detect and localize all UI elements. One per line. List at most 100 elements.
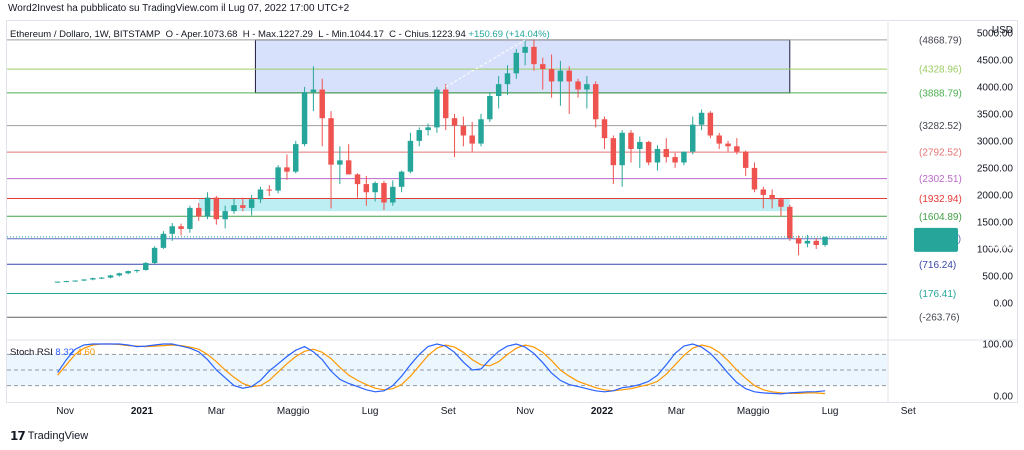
candle-body [178,226,184,229]
last-price-tag [914,227,958,252]
candle-body [381,183,387,203]
y-tick-label: 1500.00 [977,217,1014,228]
candle-body [81,279,87,281]
candle-body [531,46,537,65]
y-tick-label: 500.00 [982,271,1013,282]
candle-body [822,236,828,245]
candle-body [407,140,414,172]
candle-body [160,233,167,248]
candle-body [354,174,361,185]
tradingview-logo-icon: 𝟭𝟳 [10,429,26,443]
ohlc-change: +150.69 (+14.04%) [468,29,550,40]
x-tick-label: Set [901,406,916,417]
symbol-name[interactable]: Ethereum / Dollaro, 1W, BITSTAMP [10,29,161,40]
y-tick-label: 2000.00 [977,190,1014,201]
candle-body [787,206,793,239]
level-label: (1932.94) [919,194,962,205]
level-label: (3888.79) [919,88,962,99]
ohlc-low: L - Min.1044.17 [318,29,384,40]
candle-body [310,89,317,93]
level-label: (-263.76) [919,313,960,324]
candle-body [575,81,581,90]
y-tick-label: 3500.00 [977,109,1014,120]
level-label: (716.24) [919,260,956,271]
candle-body [548,69,555,82]
candle-body [442,89,449,119]
trend-connector [445,39,526,88]
candle-body [240,205,246,208]
candle-body [195,207,202,217]
candle-body [760,189,767,195]
candle-body [319,89,325,119]
candle-body [557,70,564,82]
x-tick-label: 2021 [131,406,154,417]
x-tick-label: Mar [208,406,226,417]
candle-body [54,281,61,283]
candle-body [698,112,705,125]
symbol-legend: Ethereum / Dollaro, 1W, BITSTAMP O - Ape… [10,29,550,40]
candle-body [372,183,378,193]
candle-body [778,199,784,207]
y-tick-label: 1000.00 [977,244,1014,255]
stoch-rsi-y-tick: 0.00 [994,392,1014,403]
candle-body [690,124,696,152]
candle-body [707,112,714,136]
candle-body [337,160,343,165]
stoch-rsi-y-tick: 100.00 [982,340,1013,351]
x-tick-label: Maggio [737,406,770,417]
candle-body [248,199,255,208]
stoch-rsi-legend[interactable]: Stoch RSI 8.32 4.60 [10,347,95,358]
stoch-rsi-k-value: 8.32 [55,347,74,358]
y-tick-label: 3000.00 [977,136,1014,147]
tradingview-brand[interactable]: 𝟭𝟳 TradingView [10,429,88,443]
candle-body [460,125,467,136]
ohlc-high: H - Max.1227.29 [242,29,313,40]
y-tick-label: 4000.00 [977,82,1014,93]
stoch-rsi-d-line [57,343,826,395]
candle-body [134,270,140,272]
candle-body [151,247,158,263]
last-price-countdown: 3d 9h [988,241,1013,252]
level-label: (1604.89) [919,212,962,223]
ohlc-open: O - Aper.1073.68 [165,29,238,40]
candle-body [107,275,114,278]
candle-body [116,273,123,276]
candle-body [522,46,528,53]
candle-body [284,167,290,172]
candle-body [451,118,458,126]
x-tick-label: Mar [668,406,686,417]
candle-body [725,143,731,147]
candle-body [681,151,687,163]
candle-body [328,118,334,165]
x-tick-label: Maggio [277,406,310,417]
candle-body [425,127,431,131]
candle-body [540,64,546,70]
candle-body [222,211,228,220]
candle-body [293,144,299,172]
candle-body [742,151,749,168]
candle-body [72,280,78,282]
x-tick-label: 2022 [591,406,614,417]
level-label: (2792.52) [919,148,962,159]
candle-body [804,240,811,244]
published-by-header: Word2Invest ha pubblicato su TradingView… [8,3,350,14]
candle-body [416,130,422,141]
level-label: (3282.52) [919,121,962,132]
y-tick-label: 4500.00 [977,55,1014,66]
level-label: (4868.79) [919,35,962,46]
candle-body [469,135,475,144]
x-tick-label: Set [441,406,456,417]
x-tick-label: Nov [516,406,534,417]
candle-body [434,89,440,128]
candle-body [813,240,819,245]
stoch-rsi-band-fill [7,354,887,386]
x-tick-label: Lug [822,406,839,417]
candle-body [734,146,740,152]
level-label: (4328.96) [919,65,962,76]
y-tick-label: 0.00 [994,298,1014,309]
zone-box-1 [198,198,790,212]
x-tick-label: Nov [56,406,74,417]
y-tick-label: 2500.00 [977,163,1014,174]
y-unit-label: USD [992,25,1013,36]
